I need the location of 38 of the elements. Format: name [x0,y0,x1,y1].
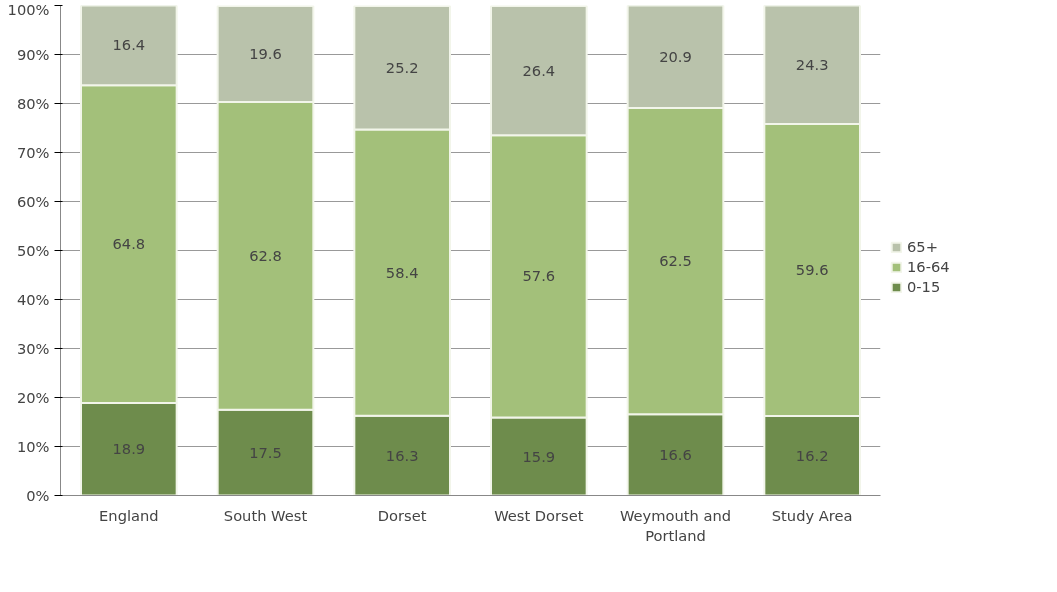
y-tick-label: 50% [16,242,50,259]
y-tick-label: 100% [7,0,50,18]
x-tick-label: England [99,506,159,524]
data-label: 18.9 [112,440,146,458]
y-tick-label: 70% [16,144,50,161]
data-label: 57.6 [522,267,556,285]
x-tick-label: Study Area [771,506,853,524]
data-label: 26.4 [522,61,556,79]
y-tick-label: 90% [16,46,50,63]
x-tick-label: Dorset [377,506,427,524]
data-label: 58.4 [385,263,419,281]
x-tick-label: Weymouth and Portland [619,506,732,544]
data-label: 24.3 [795,55,829,73]
data-label: 19.6 [249,45,282,63]
legend-label: 16-64 [907,258,950,275]
y-tick-label: 60% [16,193,50,210]
data-label: 25.2 [385,58,419,76]
data-label: 20.9 [659,47,692,65]
y-tick-label: 80% [16,95,50,112]
y-tick-label: 0% [26,487,50,504]
data-label: 64.8 [112,235,146,253]
data-label: 59.6 [795,261,829,279]
data-label: 16.6 [659,445,692,463]
data-label: 62.5 [659,252,692,270]
x-tick-label: West Dorset [494,506,584,524]
data-label: 16.3 [385,446,419,464]
x-tick-label: South West [223,506,308,524]
legend-label: 65+ [907,238,938,255]
legend-label: 0-15 [907,278,941,295]
data-label: 16.4 [112,36,146,54]
y-tick-label: 10% [16,438,50,455]
data-label: 16.2 [795,446,829,464]
data-label: 15.9 [522,447,556,465]
data-label: 17.5 [249,443,282,461]
y-tick-label: 40% [16,291,50,308]
data-label: 62.8 [249,246,282,264]
y-tick-label: 30% [16,340,50,357]
y-tick-label: 20% [16,389,50,406]
